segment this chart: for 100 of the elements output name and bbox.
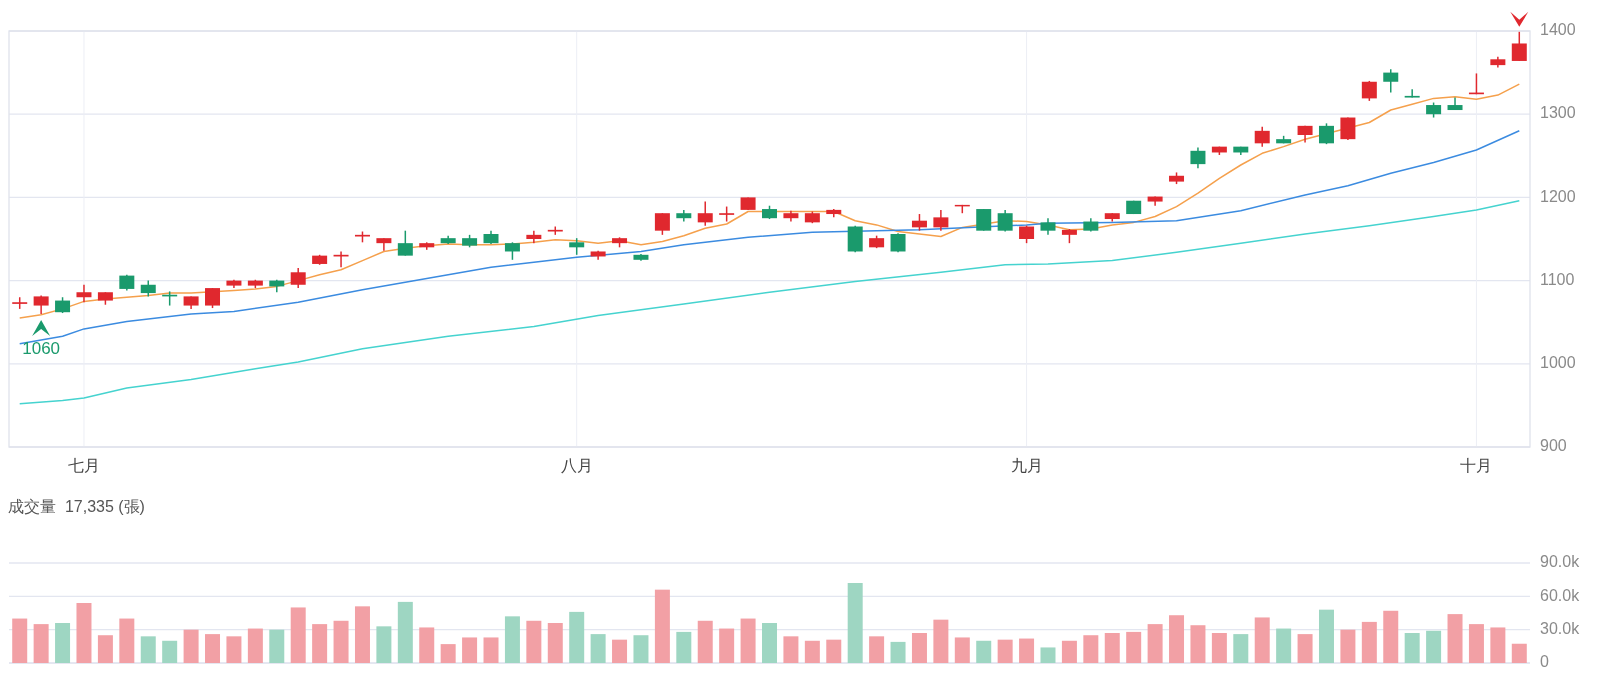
y-tick-label: 1300 <box>1540 104 1576 122</box>
candlestick <box>1511 31 1527 62</box>
bar <box>869 636 885 663</box>
bar <box>162 640 178 663</box>
bar <box>33 624 49 663</box>
bar <box>1104 633 1120 663</box>
candlestick <box>890 232 906 254</box>
bar <box>12 618 28 663</box>
bar <box>1169 615 1185 663</box>
bar <box>762 623 777 663</box>
bar <box>76 603 92 663</box>
bar <box>1211 633 1227 663</box>
candlestick <box>697 200 713 227</box>
bar <box>419 627 435 663</box>
candlestick <box>1361 80 1377 102</box>
bar <box>526 620 542 663</box>
candlestick <box>1254 125 1270 148</box>
x-tick-label: 七月 <box>67 457 100 474</box>
bar <box>1318 609 1334 663</box>
bar <box>847 583 863 663</box>
bar <box>783 636 799 663</box>
candlestick <box>76 284 92 303</box>
candlestick <box>976 208 992 232</box>
bar <box>376 626 392 663</box>
y-tick-label: 1000 <box>1540 354 1576 372</box>
line-series <box>18 83 1521 319</box>
y-tick-label: 1200 <box>1540 187 1576 205</box>
bar <box>226 636 242 663</box>
bar <box>1254 617 1270 663</box>
y-tick-label: 1100 <box>1540 270 1575 288</box>
bar <box>997 639 1013 663</box>
bar <box>1276 628 1292 663</box>
bar <box>547 623 563 663</box>
bar <box>1061 640 1077 663</box>
candlestick <box>1383 68 1399 94</box>
bar <box>1447 614 1463 663</box>
bar <box>612 639 628 663</box>
candlestick <box>397 229 413 257</box>
y-tick-label: 900 <box>1540 437 1567 455</box>
bar <box>1426 630 1442 663</box>
x-tick-label: 十月 <box>1460 457 1493 474</box>
bar <box>911 633 927 663</box>
bar <box>290 607 306 663</box>
x-tick-label: 九月 <box>1010 457 1043 474</box>
bar <box>1383 610 1399 663</box>
y-tick-label: 1400 <box>1540 21 1576 39</box>
bar <box>183 629 199 663</box>
bar <box>119 618 135 663</box>
bar <box>740 618 756 663</box>
bar <box>1126 631 1142 663</box>
bar <box>976 640 992 663</box>
bar <box>1404 633 1420 663</box>
bar <box>1233 634 1249 663</box>
y-tick-label: 30.0k <box>1540 619 1581 637</box>
bar <box>483 637 499 663</box>
bar <box>247 628 263 663</box>
bar <box>569 611 585 663</box>
bar <box>269 629 285 663</box>
candlestick <box>654 212 670 236</box>
bar <box>804 640 820 663</box>
line-series <box>18 199 1521 405</box>
annotation: 1060 <box>22 338 61 358</box>
bar <box>719 628 735 663</box>
bar <box>1468 624 1484 663</box>
bar <box>205 634 221 663</box>
bar <box>890 641 906 663</box>
bar <box>397 601 413 663</box>
bar <box>590 634 606 663</box>
bar <box>333 620 349 663</box>
bar <box>97 635 113 663</box>
y-tick-label: 60.0k <box>1540 586 1581 604</box>
bar <box>1147 624 1163 663</box>
bar <box>504 616 520 663</box>
candlestick <box>1404 88 1420 99</box>
bar <box>697 620 713 663</box>
bar <box>826 639 842 663</box>
bar <box>1019 638 1035 663</box>
candlestick <box>290 267 306 289</box>
bar <box>954 637 970 663</box>
bar <box>1040 647 1056 663</box>
chart-title: 成交量 17,335 (張) <box>8 498 145 515</box>
bar <box>1190 625 1206 663</box>
candlestick <box>997 209 1013 233</box>
bar <box>1490 627 1506 663</box>
bar <box>633 635 649 663</box>
bar <box>354 606 370 663</box>
x-tick-label: 八月 <box>560 457 593 474</box>
bar <box>676 631 692 663</box>
bar <box>1511 643 1527 663</box>
bar <box>933 619 949 663</box>
bar <box>440 644 456 663</box>
candlestick <box>205 287 221 309</box>
bar <box>654 589 670 663</box>
candlestick <box>1318 122 1334 145</box>
bar <box>1340 629 1356 663</box>
candlestick <box>1190 146 1206 170</box>
bar <box>312 624 328 663</box>
y-tick-label: 90.0k <box>1540 553 1581 571</box>
candlestick <box>933 209 949 232</box>
bar <box>140 636 156 663</box>
